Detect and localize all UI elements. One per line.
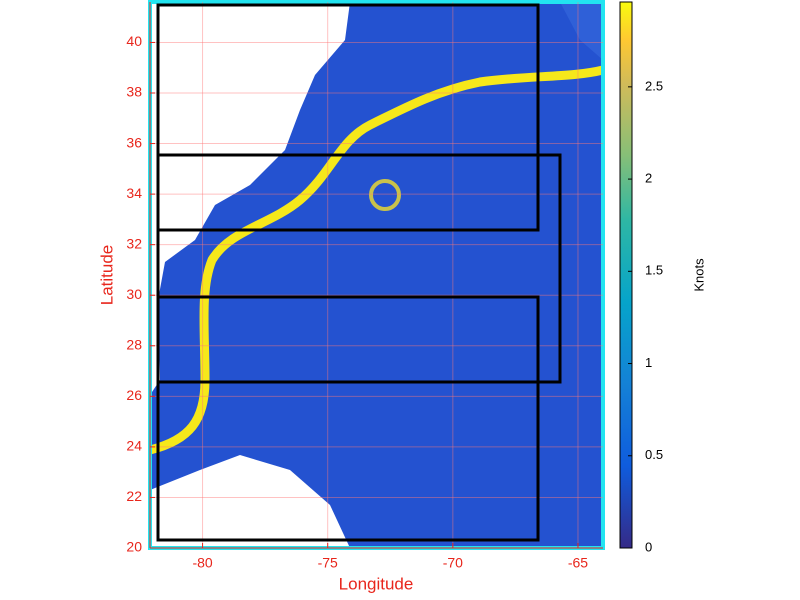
region-box — [156, 295, 540, 542]
x-tick-label: -80 — [192, 555, 212, 571]
colorbar-tick-label: 1 — [645, 355, 652, 370]
y-tick-label: 40 — [126, 33, 142, 49]
colorbar-tick-label: 2 — [645, 171, 652, 186]
y-tick-label: 34 — [126, 185, 142, 201]
y-tick-label: 22 — [126, 488, 142, 504]
gulf-stream — [148, 65, 605, 455]
y-tick-label: 36 — [126, 134, 142, 150]
x-axis-label: Longitude — [339, 574, 414, 593]
y-tick-label: 20 — [126, 539, 142, 555]
colorbar-tick-label: 1.5 — [645, 263, 663, 278]
ocean-patch — [560, 2, 603, 60]
y-tick-label: 38 — [126, 84, 142, 100]
region-box — [156, 153, 562, 384]
region-box — [156, 3, 540, 232]
y-axis-label: Latitude — [97, 245, 116, 306]
land — [150, 2, 350, 395]
y-tick-label: 24 — [126, 438, 142, 454]
map-field — [148, 0, 605, 550]
colorbar-tick-label: 2.5 — [645, 78, 663, 93]
y-tick-label: 32 — [126, 235, 142, 251]
colorbar-label: Knots — [691, 258, 706, 292]
x-tick-label: -70 — [443, 555, 463, 571]
x-tick-label: -75 — [318, 555, 338, 571]
colorbar-tick-label: 0 — [645, 539, 652, 554]
land — [150, 455, 350, 548]
y-tick-label: 28 — [126, 336, 142, 352]
colorbar-tick-label: 0.5 — [645, 447, 663, 462]
regions — [156, 3, 562, 542]
y-tick-label: 30 — [126, 286, 142, 302]
colorbar — [619, 1, 633, 549]
grid — [150, 2, 603, 549]
eddy — [369, 179, 401, 211]
y-tick-label: 26 — [126, 387, 142, 403]
x-tick-label: -65 — [568, 555, 588, 571]
